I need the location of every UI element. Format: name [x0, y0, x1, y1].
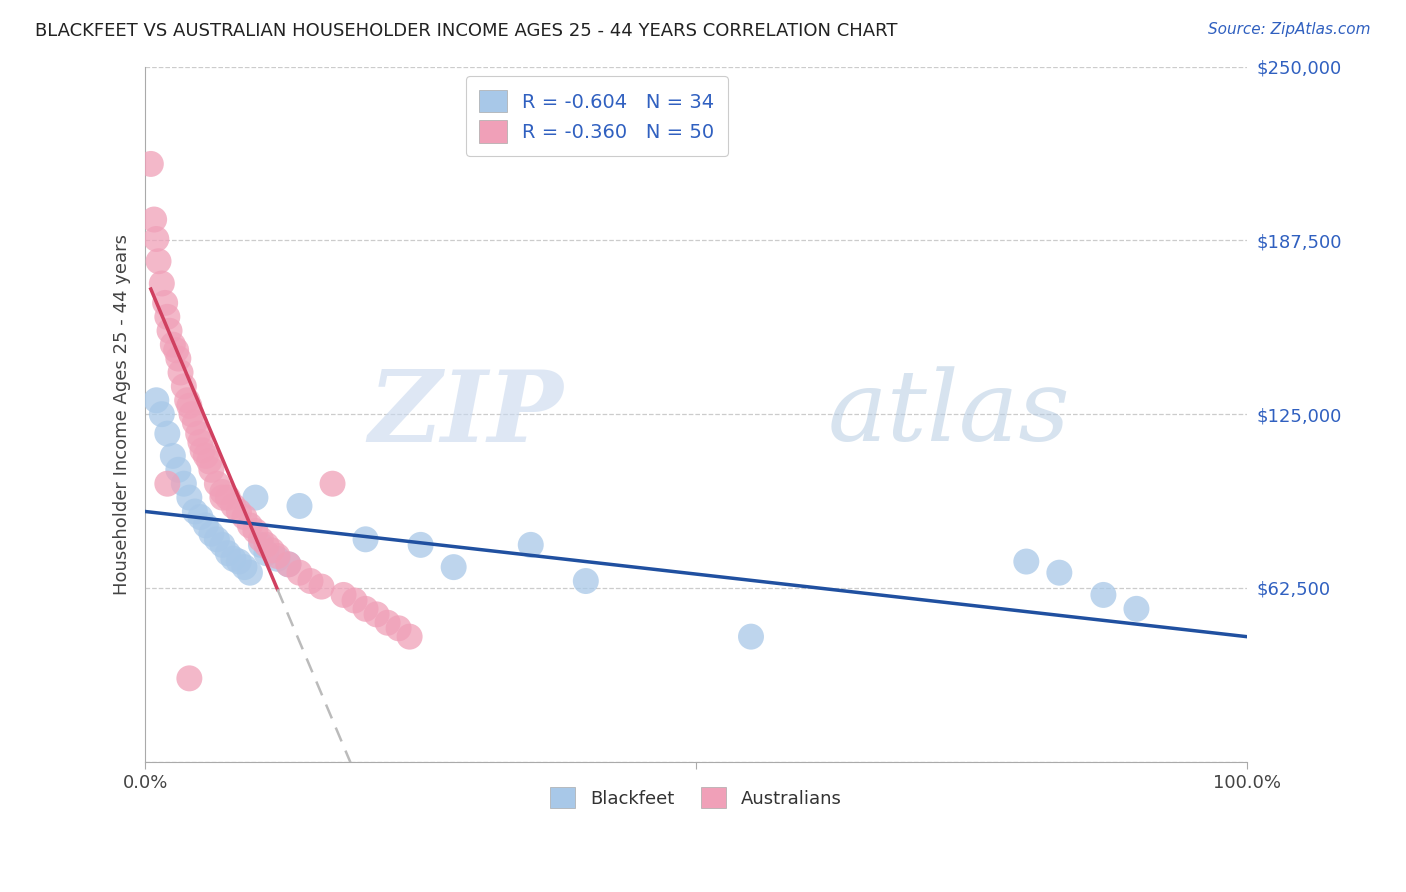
Y-axis label: Householder Income Ages 25 - 44 years: Householder Income Ages 25 - 44 years [114, 234, 131, 595]
Point [740, 630, 762, 644]
Point [205, 533, 228, 547]
Point [176, 393, 198, 408]
Point [159, 324, 181, 338]
Point [250, 538, 273, 552]
Point [150, 277, 173, 291]
Point [211, 485, 233, 500]
Point [145, 393, 167, 408]
Point [156, 426, 179, 441]
Point [1092, 588, 1115, 602]
Point [156, 476, 179, 491]
Point [194, 518, 217, 533]
Point [165, 343, 187, 358]
Text: atlas: atlas [828, 367, 1071, 462]
Point [180, 407, 202, 421]
Point [179, 491, 201, 505]
Point [299, 574, 322, 588]
Point [190, 510, 212, 524]
Point [245, 524, 267, 538]
Point [143, 212, 166, 227]
Point [205, 476, 228, 491]
Point [387, 621, 409, 635]
Point [256, 538, 278, 552]
Point [1015, 555, 1038, 569]
Point [322, 476, 344, 491]
Point [332, 588, 354, 602]
Point [153, 296, 176, 310]
Point [211, 538, 233, 552]
Point [162, 449, 184, 463]
Point [222, 499, 245, 513]
Point [260, 543, 283, 558]
Point [173, 379, 195, 393]
Point [179, 399, 201, 413]
Point [239, 518, 262, 533]
Point [190, 435, 212, 450]
Point [239, 566, 262, 580]
Point [354, 602, 377, 616]
Point [266, 551, 288, 566]
Point [409, 538, 432, 552]
Point [173, 476, 195, 491]
Point [217, 491, 239, 505]
Point [233, 560, 256, 574]
Point [148, 254, 170, 268]
Point [228, 504, 250, 518]
Point [139, 157, 162, 171]
Text: ZIP: ZIP [368, 366, 564, 462]
Point [179, 671, 201, 685]
Point [398, 630, 420, 644]
Point [162, 337, 184, 351]
Point [233, 510, 256, 524]
Text: Source: ZipAtlas.com: Source: ZipAtlas.com [1208, 22, 1371, 37]
Legend: Blackfeet, Australians: Blackfeet, Australians [543, 780, 849, 815]
Text: BLACKFEET VS AUSTRALIAN HOUSEHOLDER INCOME AGES 25 - 44 YEARS CORRELATION CHART: BLACKFEET VS AUSTRALIAN HOUSEHOLDER INCO… [35, 22, 897, 40]
Point [377, 615, 399, 630]
Point [145, 232, 167, 246]
Point [366, 607, 388, 622]
Point [200, 526, 222, 541]
Point [245, 491, 267, 505]
Point [222, 551, 245, 566]
Point [1125, 602, 1147, 616]
Point [266, 549, 288, 563]
Point [184, 504, 207, 518]
Point [277, 558, 299, 572]
Point [575, 574, 598, 588]
Point [194, 449, 217, 463]
Point [200, 463, 222, 477]
Point [288, 499, 311, 513]
Point [167, 463, 190, 477]
Point [198, 454, 221, 468]
Point [277, 558, 299, 572]
Point [167, 351, 190, 366]
Point [443, 560, 465, 574]
Point [288, 566, 311, 580]
Point [191, 443, 214, 458]
Point [217, 546, 239, 560]
Point [187, 426, 209, 441]
Point [354, 533, 377, 547]
Point [211, 491, 233, 505]
Point [150, 407, 173, 421]
Point [169, 366, 191, 380]
Point [184, 416, 207, 430]
Point [256, 546, 278, 560]
Point [519, 538, 541, 552]
Point [1047, 566, 1070, 580]
Point [250, 533, 273, 547]
Point [228, 555, 250, 569]
Point [311, 580, 333, 594]
Point [343, 593, 366, 607]
Point [156, 310, 179, 324]
